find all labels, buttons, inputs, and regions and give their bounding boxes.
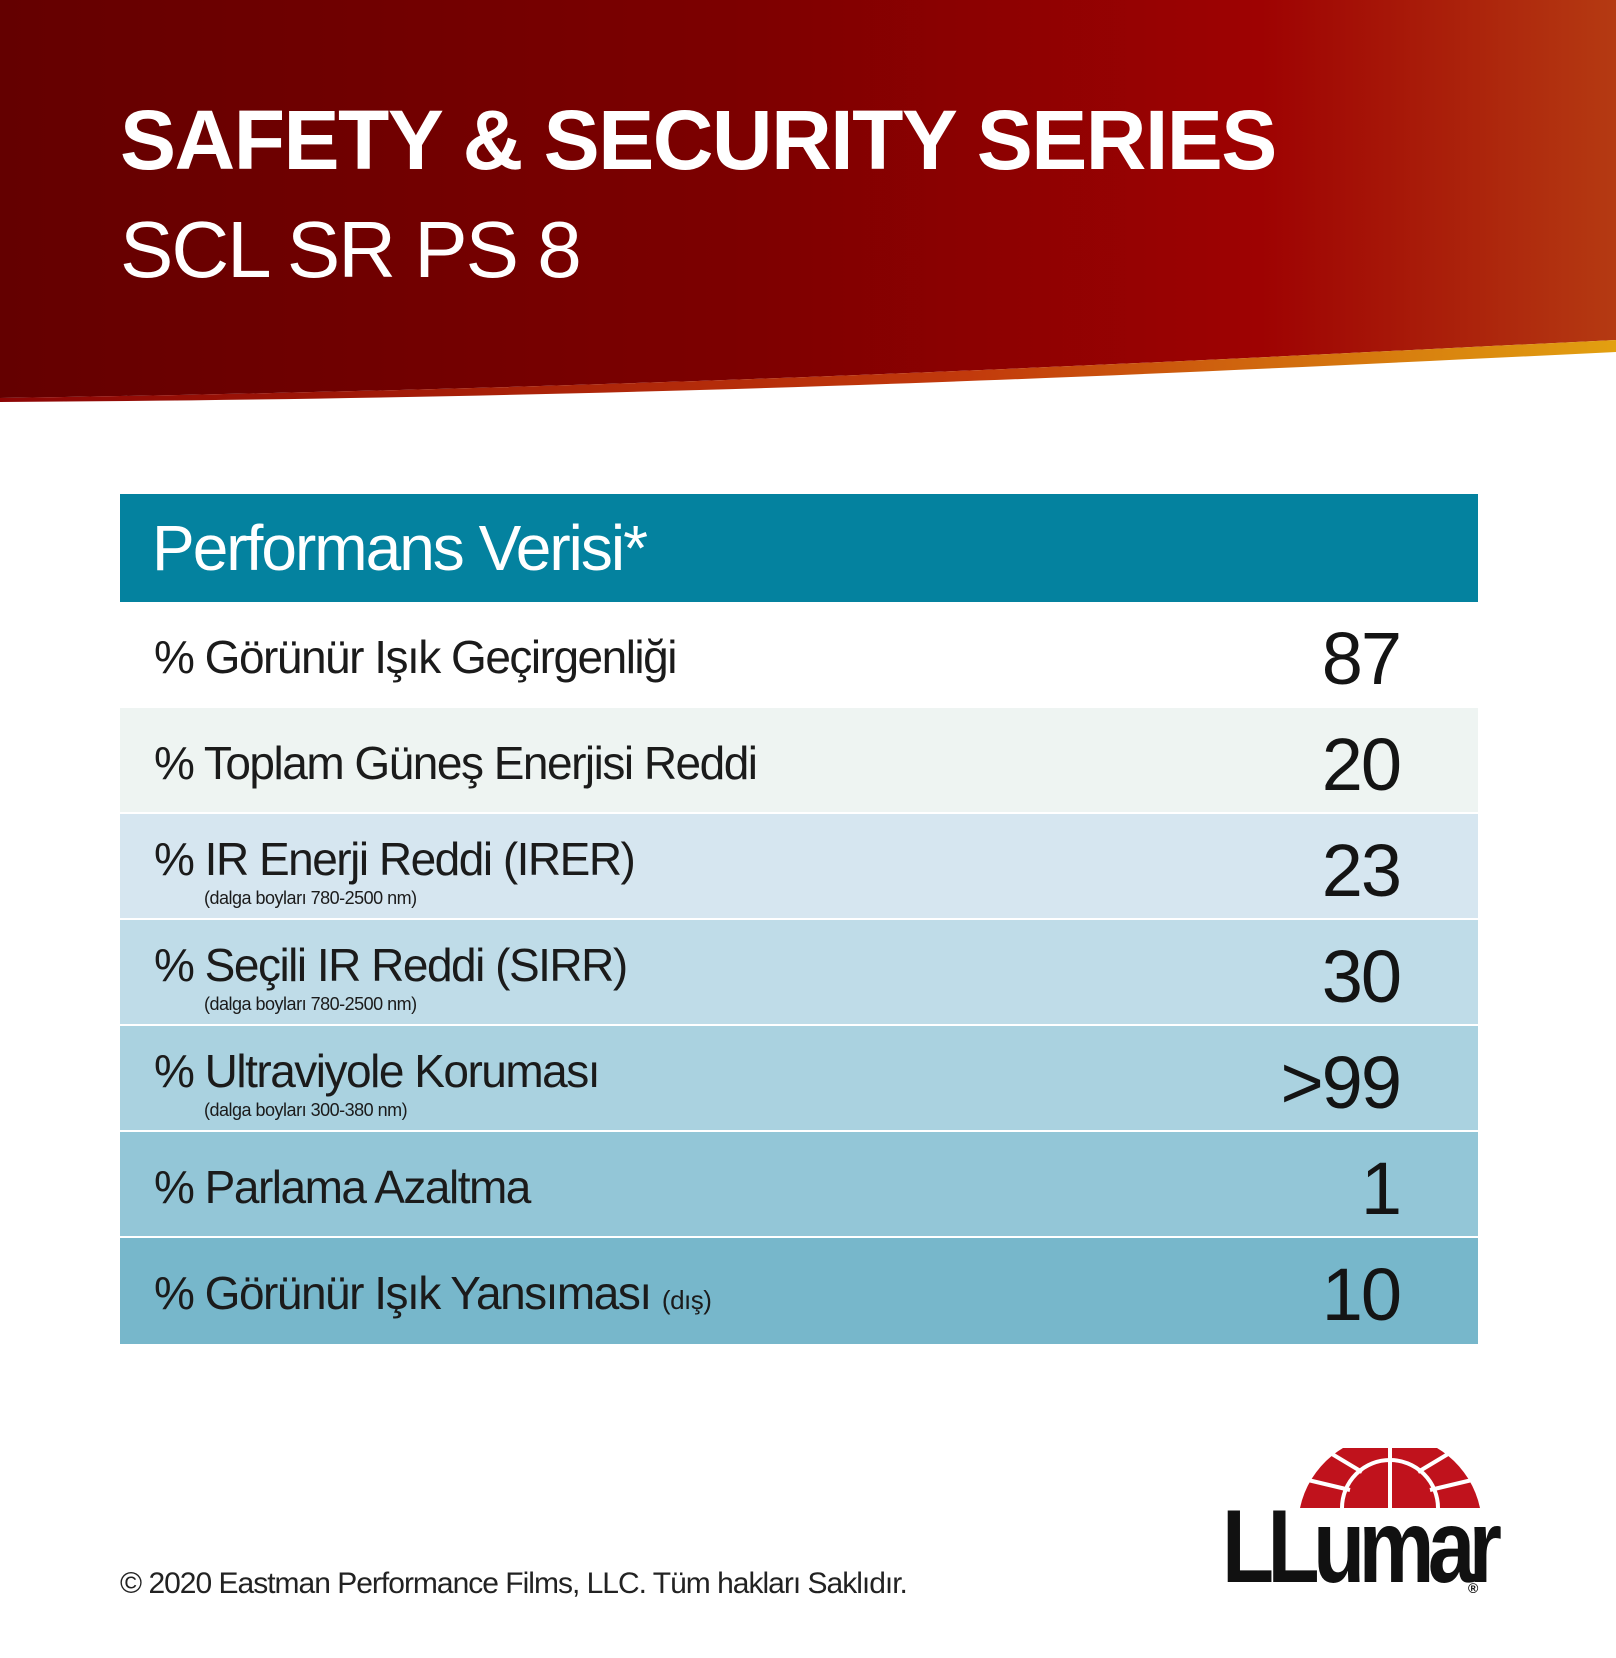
row-label-suffix: (dış)	[661, 1285, 712, 1315]
logo-wordmark: LLumar	[1222, 1489, 1502, 1605]
llumar-logo: LLumar ®	[1222, 1448, 1502, 1602]
table-heading-label: Performans Verisi*	[152, 512, 648, 584]
row-value: >99	[1280, 1041, 1402, 1124]
logo-dome-icon	[1300, 1448, 1480, 1509]
row-label: % IR Enerji Reddi (IRER)	[154, 833, 636, 885]
registered-mark: ®	[1468, 1580, 1479, 1596]
table-row: % Görünür Işık Yansıması (dış) 10	[120, 1238, 1478, 1344]
row-label: % Ultraviyole Koruması	[154, 1045, 601, 1097]
copyright-notice: © 2020 Eastman Performance Films, LLC. T…	[120, 1567, 908, 1600]
table-row: % Parlama Azaltma 1	[120, 1132, 1478, 1238]
row-value: 30	[1321, 935, 1402, 1018]
row-value: 23	[1321, 829, 1402, 912]
row-note: (dalga boyları 300-380 nm)	[204, 1100, 408, 1120]
table-row: % Toplam Güneş Enerjisi Reddi 20	[120, 708, 1478, 814]
row-label: % Seçili IR Reddi (SIRR)	[154, 939, 628, 991]
row-value: 87	[1321, 617, 1402, 700]
row-value: 10	[1321, 1253, 1402, 1336]
table-row: % Görünür Işık Geçirgenliği 87	[120, 602, 1478, 708]
row-value: 1	[1360, 1147, 1402, 1230]
row-label: % Görünür Işık Yansıması	[154, 1267, 652, 1319]
row-value: 20	[1321, 723, 1402, 806]
header-background	[0, 0, 1616, 402]
row-label-group: % Görünür Işık Yansıması (dış)	[154, 1266, 712, 1320]
row-note: (dalga boyları 780-2500 nm)	[204, 888, 417, 908]
table-row: % Seçili IR Reddi (SIRR) (dalga boyları …	[120, 920, 1478, 1026]
performance-table: Performans Verisi* % Görünür Işık Geçirg…	[120, 494, 1478, 1344]
row-note: (dalga boyları 780-2500 nm)	[204, 994, 417, 1014]
row-label: % Toplam Güneş Enerjisi Reddi	[154, 737, 758, 789]
page-title: SAFETY & SECURITY SERIES	[120, 93, 1277, 187]
product-name: SCL SR PS 8	[120, 205, 582, 294]
table-row: % IR Enerji Reddi (IRER) (dalga boyları …	[120, 814, 1478, 920]
row-label: % Parlama Azaltma	[154, 1161, 531, 1213]
row-label: % Görünür Işık Geçirgenliği	[154, 631, 677, 683]
header-banner: SAFETY & SECURITY SERIES SCL SR PS 8	[0, 0, 1616, 410]
table-row: % Ultraviyole Koruması (dalga boyları 30…	[120, 1026, 1478, 1132]
table-heading: Performans Verisi*	[120, 494, 1478, 602]
